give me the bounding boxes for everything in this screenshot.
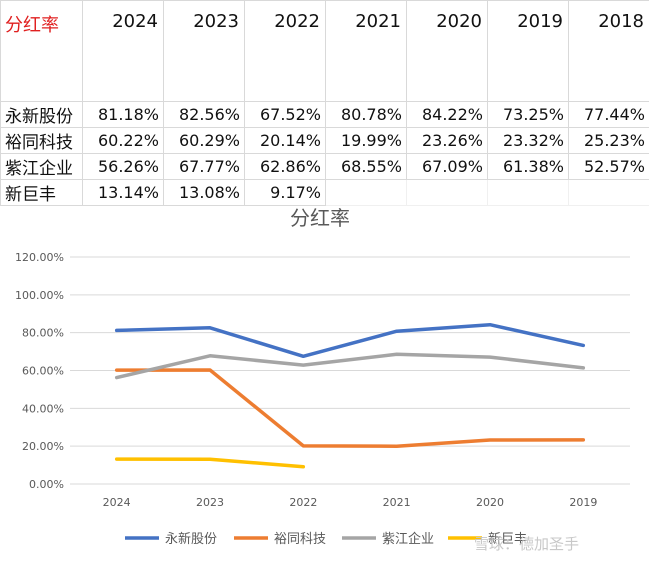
table-corner-label[interactable]: 分红率 bbox=[1, 1, 83, 102]
dividend-line-chart[interactable]: 分红率 0.00% 20.00% 40.00% 60.00% 80.00% 100.00%… bbox=[0, 195, 649, 562]
y-tick-label: 120.00% bbox=[15, 251, 64, 264]
chart-title: 分红率 bbox=[290, 206, 350, 230]
year-header[interactable]: 2019 bbox=[488, 1, 569, 102]
table-cell[interactable]: 62.86% bbox=[245, 154, 326, 180]
row-company-name[interactable]: 永新股份 bbox=[1, 102, 83, 128]
table-cell[interactable]: 81.18% bbox=[83, 102, 164, 128]
table-cell[interactable]: 60.29% bbox=[164, 128, 245, 154]
legend: 永新股份裕同科技紫江企业新巨丰 bbox=[125, 531, 527, 547]
chart-canvas: 分红率 0.00% 20.00% 40.00% 60.00% 80.00% 100.00%… bbox=[0, 195, 649, 562]
table-row: 紫江企业 56.26% 67.77% 62.86% 68.55% 67.09% … bbox=[1, 154, 649, 180]
y-tick-label: 20.00% bbox=[22, 440, 64, 453]
table-cell[interactable]: 61.38% bbox=[488, 154, 569, 180]
year-header[interactable]: 2023 bbox=[164, 1, 245, 102]
table-row: 永新股份 81.18% 82.56% 67.52% 80.78% 84.22% … bbox=[1, 102, 649, 128]
table-cell[interactable]: 19.99% bbox=[326, 128, 407, 154]
y-tick-label: 100.00% bbox=[15, 289, 64, 302]
table-row: 裕同科技 60.22% 60.29% 20.14% 19.99% 23.26% … bbox=[1, 128, 649, 154]
x-tick-label: 2023 bbox=[196, 496, 224, 509]
series-line-永新股份[interactable] bbox=[117, 325, 584, 357]
y-tick-label: 60.00% bbox=[22, 365, 64, 378]
table-cell[interactable]: 68.55% bbox=[326, 154, 407, 180]
series-lines bbox=[117, 325, 584, 467]
y-tick-label: 0.00% bbox=[29, 478, 64, 491]
table-cell[interactable]: 20.14% bbox=[245, 128, 326, 154]
year-header[interactable]: 2024 bbox=[83, 1, 164, 102]
watermark-text: 雪球：德加圣手 bbox=[474, 535, 579, 553]
series-line-紫江企业[interactable] bbox=[117, 354, 584, 377]
table-cell[interactable]: 23.26% bbox=[407, 128, 488, 154]
table-cell[interactable]: 52.57% bbox=[569, 154, 649, 180]
series-line-新巨丰[interactable] bbox=[117, 459, 304, 467]
year-header[interactable]: 2022 bbox=[245, 1, 326, 102]
legend-label[interactable]: 永新股份 bbox=[165, 531, 217, 547]
x-tick-label: 2022 bbox=[289, 496, 317, 509]
dividend-table: 分红率 2024 2023 2022 2021 2020 2019 2018 永… bbox=[0, 0, 649, 195]
table-cell[interactable]: 80.78% bbox=[326, 102, 407, 128]
x-tick-label: 2021 bbox=[383, 496, 411, 509]
axis-labels: 0.00% 20.00% 40.00% 60.00% 80.00% 100.00% 120.… bbox=[15, 251, 597, 509]
table-cell[interactable]: 67.52% bbox=[245, 102, 326, 128]
row-company-name[interactable]: 裕同科技 bbox=[1, 128, 83, 154]
table-cell[interactable]: 56.26% bbox=[83, 154, 164, 180]
table-cell[interactable]: 77.44% bbox=[569, 102, 649, 128]
legend-label[interactable]: 裕同科技 bbox=[274, 532, 326, 547]
table-cell[interactable]: 73.25% bbox=[488, 102, 569, 128]
year-header[interactable]: 2021 bbox=[326, 1, 407, 102]
table-header-row: 分红率 2024 2023 2022 2021 2020 2019 2018 bbox=[1, 1, 649, 102]
x-tick-label: 2020 bbox=[476, 496, 504, 509]
table-cell[interactable]: 82.56% bbox=[164, 102, 245, 128]
legend-label[interactable]: 紫江企业 bbox=[382, 531, 434, 547]
x-tick-label: 2019 bbox=[569, 496, 597, 509]
table-cell[interactable]: 84.22% bbox=[407, 102, 488, 128]
y-tick-label: 40.00% bbox=[22, 402, 64, 415]
row-company-name[interactable]: 紫江企业 bbox=[1, 154, 83, 180]
table-cell[interactable]: 25.23% bbox=[569, 128, 649, 154]
year-header[interactable]: 2020 bbox=[407, 1, 488, 102]
table-cell[interactable]: 60.22% bbox=[83, 128, 164, 154]
x-tick-label: 2024 bbox=[103, 496, 131, 509]
table-cell[interactable]: 67.77% bbox=[164, 154, 245, 180]
table-cell[interactable]: 23.32% bbox=[488, 128, 569, 154]
y-tick-label: 80.00% bbox=[22, 327, 64, 340]
table-cell[interactable]: 67.09% bbox=[407, 154, 488, 180]
year-header[interactable]: 2018 bbox=[569, 1, 649, 102]
